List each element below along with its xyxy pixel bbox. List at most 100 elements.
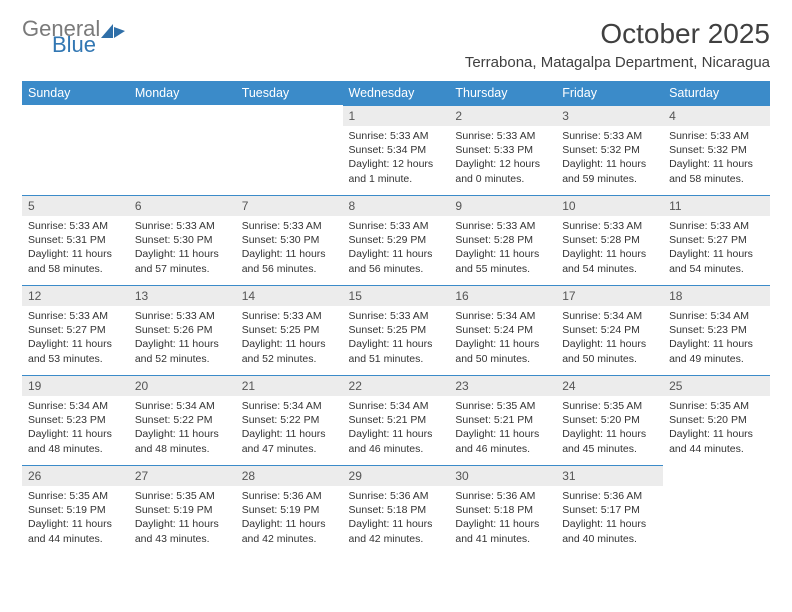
day-details: Sunrise: 5:35 AMSunset: 5:19 PMDaylight:… xyxy=(129,486,236,550)
calendar-day-cell: 8Sunrise: 5:33 AMSunset: 5:29 PMDaylight… xyxy=(343,195,450,285)
calendar-day-cell: 3Sunrise: 5:33 AMSunset: 5:32 PMDaylight… xyxy=(556,105,663,195)
calendar-day-cell: 25Sunrise: 5:35 AMSunset: 5:20 PMDayligh… xyxy=(663,375,770,465)
day-number: 7 xyxy=(236,195,343,216)
calendar-day-cell: 5Sunrise: 5:33 AMSunset: 5:31 PMDaylight… xyxy=(22,195,129,285)
day-number: 29 xyxy=(343,465,450,486)
day-header: Wednesday xyxy=(343,81,450,105)
month-title: October 2025 xyxy=(465,18,770,50)
day-number: 23 xyxy=(449,375,556,396)
day-number: 16 xyxy=(449,285,556,306)
day-number: 2 xyxy=(449,105,556,126)
calendar-week-row: 1Sunrise: 5:33 AMSunset: 5:34 PMDaylight… xyxy=(22,105,770,195)
day-number: 14 xyxy=(236,285,343,306)
calendar-day-cell: 13Sunrise: 5:33 AMSunset: 5:26 PMDayligh… xyxy=(129,285,236,375)
day-number: 4 xyxy=(663,105,770,126)
day-details: Sunrise: 5:33 AMSunset: 5:30 PMDaylight:… xyxy=(236,216,343,280)
day-header-row: SundayMondayTuesdayWednesdayThursdayFrid… xyxy=(22,81,770,105)
day-details: Sunrise: 5:35 AMSunset: 5:20 PMDaylight:… xyxy=(556,396,663,460)
day-details: Sunrise: 5:33 AMSunset: 5:27 PMDaylight:… xyxy=(663,216,770,280)
calendar-table: SundayMondayTuesdayWednesdayThursdayFrid… xyxy=(22,81,770,555)
calendar-day-cell: 12Sunrise: 5:33 AMSunset: 5:27 PMDayligh… xyxy=(22,285,129,375)
day-details: Sunrise: 5:33 AMSunset: 5:32 PMDaylight:… xyxy=(663,126,770,190)
day-number: 3 xyxy=(556,105,663,126)
day-details: Sunrise: 5:34 AMSunset: 5:21 PMDaylight:… xyxy=(343,396,450,460)
day-number: 13 xyxy=(129,285,236,306)
location: Terrabona, Matagalpa Department, Nicarag… xyxy=(465,54,770,71)
calendar-day-cell: 21Sunrise: 5:34 AMSunset: 5:22 PMDayligh… xyxy=(236,375,343,465)
calendar-body: 1Sunrise: 5:33 AMSunset: 5:34 PMDaylight… xyxy=(22,105,770,555)
calendar-day-cell xyxy=(22,105,129,195)
calendar-day-cell: 1Sunrise: 5:33 AMSunset: 5:34 PMDaylight… xyxy=(343,105,450,195)
day-details: Sunrise: 5:36 AMSunset: 5:17 PMDaylight:… xyxy=(556,486,663,550)
title-block: October 2025 Terrabona, Matagalpa Depart… xyxy=(465,18,770,71)
calendar-day-cell: 11Sunrise: 5:33 AMSunset: 5:27 PMDayligh… xyxy=(663,195,770,285)
day-number: 22 xyxy=(343,375,450,396)
day-number: 24 xyxy=(556,375,663,396)
day-number: 6 xyxy=(129,195,236,216)
day-details: Sunrise: 5:33 AMSunset: 5:25 PMDaylight:… xyxy=(343,306,450,370)
day-details: Sunrise: 5:33 AMSunset: 5:27 PMDaylight:… xyxy=(22,306,129,370)
calendar-day-cell: 15Sunrise: 5:33 AMSunset: 5:25 PMDayligh… xyxy=(343,285,450,375)
day-number: 21 xyxy=(236,375,343,396)
day-details: Sunrise: 5:34 AMSunset: 5:24 PMDaylight:… xyxy=(449,306,556,370)
day-details: Sunrise: 5:33 AMSunset: 5:28 PMDaylight:… xyxy=(556,216,663,280)
day-number: 10 xyxy=(556,195,663,216)
calendar-day-cell: 18Sunrise: 5:34 AMSunset: 5:23 PMDayligh… xyxy=(663,285,770,375)
calendar-week-row: 5Sunrise: 5:33 AMSunset: 5:31 PMDaylight… xyxy=(22,195,770,285)
day-number: 9 xyxy=(449,195,556,216)
day-details: Sunrise: 5:33 AMSunset: 5:34 PMDaylight:… xyxy=(343,126,450,190)
day-header: Saturday xyxy=(663,81,770,105)
calendar-week-row: 12Sunrise: 5:33 AMSunset: 5:27 PMDayligh… xyxy=(22,285,770,375)
logo-text-blue: Blue xyxy=(52,34,126,56)
calendar-day-cell: 20Sunrise: 5:34 AMSunset: 5:22 PMDayligh… xyxy=(129,375,236,465)
day-header: Sunday xyxy=(22,81,129,105)
day-number: 8 xyxy=(343,195,450,216)
calendar-day-cell: 2Sunrise: 5:33 AMSunset: 5:33 PMDaylight… xyxy=(449,105,556,195)
calendar-day-cell: 30Sunrise: 5:36 AMSunset: 5:18 PMDayligh… xyxy=(449,465,556,555)
day-number: 20 xyxy=(129,375,236,396)
day-details: Sunrise: 5:33 AMSunset: 5:26 PMDaylight:… xyxy=(129,306,236,370)
day-number: 12 xyxy=(22,285,129,306)
day-number: 31 xyxy=(556,465,663,486)
calendar-day-cell: 31Sunrise: 5:36 AMSunset: 5:17 PMDayligh… xyxy=(556,465,663,555)
day-header: Monday xyxy=(129,81,236,105)
calendar-day-cell: 14Sunrise: 5:33 AMSunset: 5:25 PMDayligh… xyxy=(236,285,343,375)
calendar-day-cell xyxy=(663,465,770,555)
day-number: 15 xyxy=(343,285,450,306)
day-details: Sunrise: 5:34 AMSunset: 5:23 PMDaylight:… xyxy=(22,396,129,460)
calendar-day-cell: 22Sunrise: 5:34 AMSunset: 5:21 PMDayligh… xyxy=(343,375,450,465)
day-details: Sunrise: 5:35 AMSunset: 5:19 PMDaylight:… xyxy=(22,486,129,550)
calendar-day-cell: 24Sunrise: 5:35 AMSunset: 5:20 PMDayligh… xyxy=(556,375,663,465)
day-number: 26 xyxy=(22,465,129,486)
day-details: Sunrise: 5:35 AMSunset: 5:20 PMDaylight:… xyxy=(663,396,770,460)
day-details: Sunrise: 5:34 AMSunset: 5:24 PMDaylight:… xyxy=(556,306,663,370)
calendar-day-cell: 4Sunrise: 5:33 AMSunset: 5:32 PMDaylight… xyxy=(663,105,770,195)
calendar-day-cell: 6Sunrise: 5:33 AMSunset: 5:30 PMDaylight… xyxy=(129,195,236,285)
day-number: 25 xyxy=(663,375,770,396)
day-header: Tuesday xyxy=(236,81,343,105)
day-details: Sunrise: 5:36 AMSunset: 5:18 PMDaylight:… xyxy=(343,486,450,550)
calendar-day-cell: 7Sunrise: 5:33 AMSunset: 5:30 PMDaylight… xyxy=(236,195,343,285)
day-details: Sunrise: 5:33 AMSunset: 5:28 PMDaylight:… xyxy=(449,216,556,280)
calendar-week-row: 26Sunrise: 5:35 AMSunset: 5:19 PMDayligh… xyxy=(22,465,770,555)
day-details: Sunrise: 5:33 AMSunset: 5:29 PMDaylight:… xyxy=(343,216,450,280)
day-details: Sunrise: 5:36 AMSunset: 5:18 PMDaylight:… xyxy=(449,486,556,550)
day-details: Sunrise: 5:33 AMSunset: 5:33 PMDaylight:… xyxy=(449,126,556,190)
logo: General Blue xyxy=(22,18,126,56)
calendar-day-cell: 19Sunrise: 5:34 AMSunset: 5:23 PMDayligh… xyxy=(22,375,129,465)
calendar-day-cell: 16Sunrise: 5:34 AMSunset: 5:24 PMDayligh… xyxy=(449,285,556,375)
day-details: Sunrise: 5:33 AMSunset: 5:32 PMDaylight:… xyxy=(556,126,663,190)
day-number: 28 xyxy=(236,465,343,486)
calendar-day-cell: 23Sunrise: 5:35 AMSunset: 5:21 PMDayligh… xyxy=(449,375,556,465)
day-number: 5 xyxy=(22,195,129,216)
calendar-week-row: 19Sunrise: 5:34 AMSunset: 5:23 PMDayligh… xyxy=(22,375,770,465)
calendar-day-cell: 27Sunrise: 5:35 AMSunset: 5:19 PMDayligh… xyxy=(129,465,236,555)
day-details: Sunrise: 5:34 AMSunset: 5:22 PMDaylight:… xyxy=(129,396,236,460)
day-details: Sunrise: 5:34 AMSunset: 5:22 PMDaylight:… xyxy=(236,396,343,460)
day-details: Sunrise: 5:34 AMSunset: 5:23 PMDaylight:… xyxy=(663,306,770,370)
day-header: Thursday xyxy=(449,81,556,105)
calendar-day-cell: 26Sunrise: 5:35 AMSunset: 5:19 PMDayligh… xyxy=(22,465,129,555)
calendar-day-cell: 29Sunrise: 5:36 AMSunset: 5:18 PMDayligh… xyxy=(343,465,450,555)
calendar-day-cell xyxy=(236,105,343,195)
calendar-day-cell: 10Sunrise: 5:33 AMSunset: 5:28 PMDayligh… xyxy=(556,195,663,285)
